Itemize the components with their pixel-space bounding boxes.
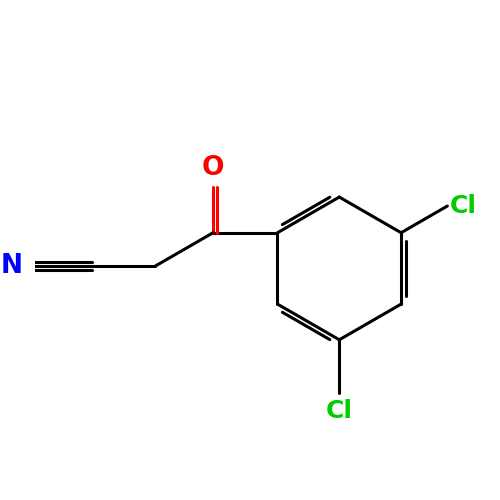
Text: N: N	[1, 253, 23, 279]
Text: O: O	[202, 155, 224, 181]
Text: Cl: Cl	[450, 194, 476, 218]
Text: Cl: Cl	[326, 398, 353, 422]
